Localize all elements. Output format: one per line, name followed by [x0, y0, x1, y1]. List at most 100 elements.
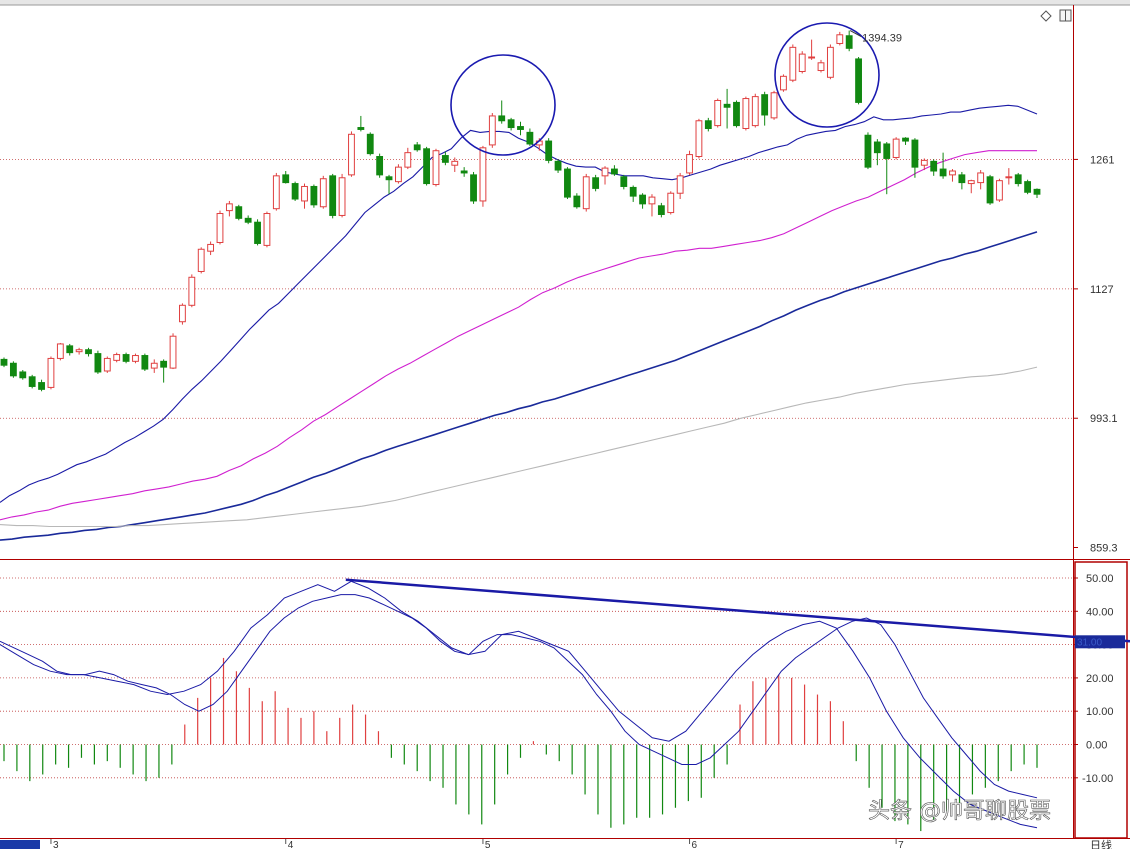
candle	[770, 90, 778, 120]
candle-body	[385, 176, 393, 181]
candle	[357, 115, 365, 132]
candle	[930, 159, 938, 176]
candle	[103, 356, 111, 373]
candle	[1014, 172, 1022, 187]
candle-body	[967, 180, 975, 185]
candle-body	[132, 355, 139, 362]
peak-value-label: 1394.39	[862, 33, 902, 45]
candle	[507, 117, 515, 131]
candle	[761, 91, 769, 126]
candle	[723, 88, 731, 129]
candle	[911, 138, 919, 178]
candle-body	[770, 92, 778, 119]
candle	[639, 193, 646, 209]
moving-average-lines	[0, 104, 1038, 541]
candle-body	[404, 152, 412, 168]
candle	[836, 31, 844, 46]
candle	[207, 241, 215, 256]
macd-tick-label: 50.00	[1086, 573, 1114, 585]
candle-body	[836, 34, 844, 44]
candle-body	[141, 355, 149, 370]
candle-body	[498, 115, 506, 122]
candle	[488, 113, 496, 148]
candle-body	[826, 46, 834, 78]
period-label: 日线	[1090, 838, 1112, 849]
candle	[817, 59, 825, 73]
candle-body	[723, 103, 731, 108]
candle-body	[864, 134, 872, 168]
candle-body	[855, 58, 862, 103]
candle	[1033, 188, 1041, 199]
candle	[517, 121, 524, 136]
candle-body	[413, 144, 421, 151]
candle	[395, 164, 402, 184]
candle-body	[235, 206, 243, 219]
time-axis-labels: 3 4 5 6 7	[50, 839, 904, 849]
candle-body	[667, 192, 675, 214]
price-gridlines	[0, 159, 1073, 419]
candle-body	[892, 138, 900, 158]
candle-body	[432, 150, 440, 186]
candle-body	[676, 175, 684, 194]
candle	[319, 175, 327, 209]
candle	[808, 39, 816, 60]
candle	[958, 171, 966, 190]
diamond-icon[interactable]	[1040, 10, 1052, 22]
panel-toggle-icon[interactable]	[1059, 9, 1072, 22]
candle	[132, 353, 139, 364]
candle-body	[56, 343, 64, 359]
candle	[348, 131, 355, 177]
candle	[85, 347, 92, 357]
candle-body	[610, 168, 618, 175]
candle-body	[94, 353, 102, 373]
candle-body	[949, 170, 956, 176]
time-tick-label: 4	[288, 840, 294, 849]
candle	[1024, 179, 1032, 195]
candle-body	[282, 174, 290, 184]
candle-body	[113, 354, 121, 361]
candle-body	[338, 177, 346, 216]
candle-body	[441, 155, 449, 163]
candle	[892, 137, 900, 160]
candle	[366, 132, 374, 156]
candle-body	[75, 349, 83, 353]
candle-body	[366, 133, 374, 155]
candle	[582, 173, 590, 212]
chart-frame	[0, 5, 1130, 839]
highlight-circle-left	[450, 54, 556, 156]
candle	[751, 93, 759, 128]
candle	[676, 172, 684, 200]
candle-body	[357, 127, 365, 130]
candle	[19, 370, 27, 380]
candle	[657, 202, 665, 218]
macd-line-2	[0, 580, 1038, 829]
candle	[38, 379, 45, 392]
candle-body	[761, 94, 769, 116]
candle-body	[1033, 188, 1041, 195]
candle	[113, 352, 121, 363]
candle-body	[479, 147, 487, 202]
candle-body	[207, 243, 215, 252]
candle	[66, 343, 74, 356]
candle-body	[648, 196, 656, 205]
candle-body	[601, 167, 609, 177]
moving-average-line-1	[0, 104, 1038, 503]
candle	[826, 44, 834, 80]
candle-body	[470, 174, 477, 202]
candle	[704, 117, 712, 132]
candle-body	[272, 175, 280, 210]
candle	[28, 374, 36, 389]
candle	[798, 51, 806, 74]
candle	[986, 174, 994, 205]
candle	[554, 159, 562, 173]
macd-axis-highlight	[1074, 561, 1128, 839]
candle	[573, 193, 581, 209]
current-value-badge: 31.00	[1075, 635, 1125, 649]
candle-body	[545, 140, 553, 161]
candle-body	[873, 141, 881, 154]
candle-body	[376, 156, 384, 176]
candle-body	[592, 177, 600, 189]
candle	[470, 171, 477, 204]
candle-body	[216, 213, 224, 243]
